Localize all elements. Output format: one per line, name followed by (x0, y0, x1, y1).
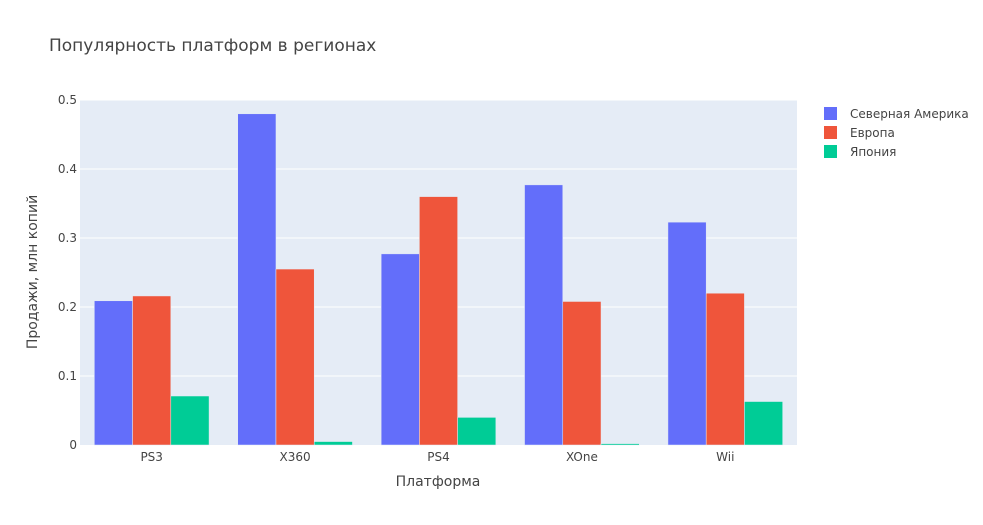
bar-wii-series-2 (744, 401, 783, 446)
x-tick-label: XOne (566, 450, 598, 464)
bar-ps4-series-1 (419, 196, 458, 446)
x-tick-label: PS4 (427, 450, 450, 464)
x-axis-ticks: PS3 X360 PS4 XOne Wii (140, 450, 734, 464)
bar-ps4-series-2 (457, 417, 497, 446)
x-tick-label: PS3 (140, 450, 163, 464)
bar-wii-series-0 (667, 221, 707, 446)
bar-wii-series-1 (705, 292, 745, 446)
x-tick-label: Wii (716, 450, 734, 464)
bar-ps3-series-0 (94, 300, 133, 446)
bar-xone-series-1 (562, 301, 602, 446)
bar-x360-series-1 (275, 268, 315, 446)
x-axis-title: Платформа (396, 474, 481, 490)
y-axis-ticks: 0 0.1 0.2 0.3 0.4 0.5 (58, 93, 77, 452)
legend: Северная Америка Европа Япония (824, 107, 969, 159)
y-axis-title: Продажи, млн копий (25, 195, 41, 349)
y-tick-label: 0 (69, 438, 77, 452)
bar-ps3-series-2 (170, 395, 210, 446)
y-tick-label: 0.3 (58, 231, 77, 245)
bars (94, 113, 783, 446)
bar-x360-series-0 (237, 113, 277, 446)
y-tick-label: 0.4 (58, 162, 77, 176)
bar-ps4-series-0 (380, 253, 420, 446)
chart-title: Популярность платформ в регионах (49, 36, 376, 56)
legend-swatch (824, 107, 837, 120)
bar-ps3-series-1 (132, 295, 172, 446)
y-tick-label: 0.2 (58, 300, 77, 314)
legend-label: Европа (850, 126, 895, 140)
bar-xone-series-0 (524, 184, 564, 446)
legend-label: Япония (850, 145, 896, 159)
bar-xone-series-2 (600, 443, 640, 446)
legend-swatch (824, 145, 837, 158)
y-tick-label: 0.1 (58, 369, 77, 383)
legend-swatch (824, 126, 837, 139)
y-tick-label: 0.5 (58, 93, 77, 107)
legend-label: Северная Америка (850, 107, 969, 121)
x-tick-label: X360 (280, 450, 311, 464)
bar-x360-series-2 (313, 441, 353, 446)
